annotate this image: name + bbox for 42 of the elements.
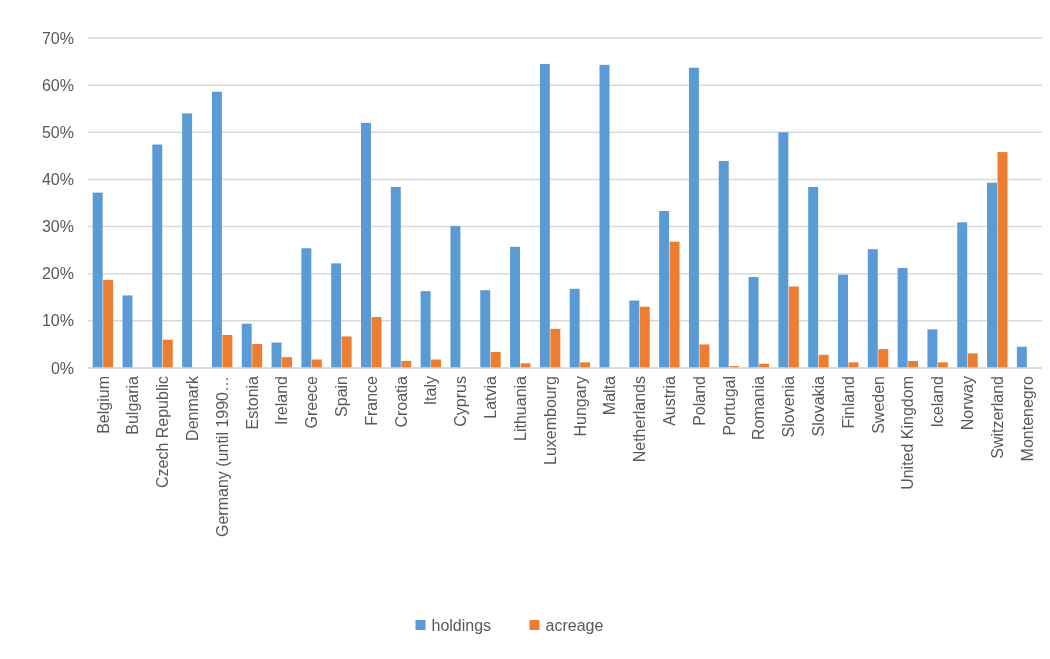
- x-tick-label: Luxembourg: [541, 376, 559, 465]
- x-tick-label: Portugal: [720, 376, 738, 436]
- x-tick-label: Slovenia: [780, 375, 798, 438]
- x-tick-label: Slovakia: [810, 375, 828, 437]
- x-tick-label: Belgium: [94, 376, 112, 434]
- y-tick-label: 10%: [41, 312, 74, 330]
- x-tick-label: Spain: [333, 376, 351, 417]
- y-tick-label: 20%: [41, 265, 74, 283]
- legend-label: holdings: [431, 616, 492, 634]
- x-tick-label: Netherlands: [631, 376, 649, 463]
- x-tick-label: Italy: [422, 376, 440, 406]
- x-tick-label: Finland: [839, 376, 857, 429]
- y-tick-label: 30%: [41, 218, 74, 236]
- x-tick-label: Bulgaria: [124, 375, 142, 435]
- x-tick-label: Lithuania: [511, 375, 529, 441]
- x-tick-label: Romania: [750, 375, 768, 441]
- x-tick-label: Latvia: [482, 375, 500, 419]
- x-tick-label: United Kingdom: [899, 376, 917, 490]
- x-tick-label: Montenegro: [1018, 375, 1036, 462]
- x-tick-label: Norway: [959, 376, 977, 431]
- x-tick-label: Iceland: [929, 376, 947, 428]
- y-tick-label: 0%: [50, 359, 74, 377]
- x-tick-label: Cyprus: [452, 376, 470, 427]
- x-tick-label: Malta: [601, 375, 619, 416]
- y-tick-label: 70%: [41, 29, 74, 47]
- x-tick-label: Hungary: [571, 376, 589, 437]
- y-tick-label: 60%: [41, 76, 74, 94]
- x-tick-label: Denmark: [183, 375, 201, 441]
- x-tick-label: Ireland: [273, 376, 291, 425]
- x-tick-label: Czech Republic: [154, 376, 172, 489]
- x-tick-label: Germany (until 1990…: [213, 376, 231, 537]
- y-tick-label: 50%: [41, 123, 74, 141]
- x-tick-label: Croatia: [392, 375, 410, 428]
- x-tick-label: France: [362, 375, 380, 426]
- x-tick-label: Poland: [690, 376, 708, 426]
- x-tick-label: Sweden: [869, 376, 887, 434]
- x-tick-label: Switzerland: [988, 376, 1006, 459]
- y-tick-label: 40%: [41, 171, 74, 189]
- x-tick-label: Greece: [303, 375, 321, 429]
- x-tick-label: Estonia: [243, 375, 261, 430]
- x-tick-label: Austria: [660, 375, 678, 426]
- legend-label: acreage: [545, 616, 604, 634]
